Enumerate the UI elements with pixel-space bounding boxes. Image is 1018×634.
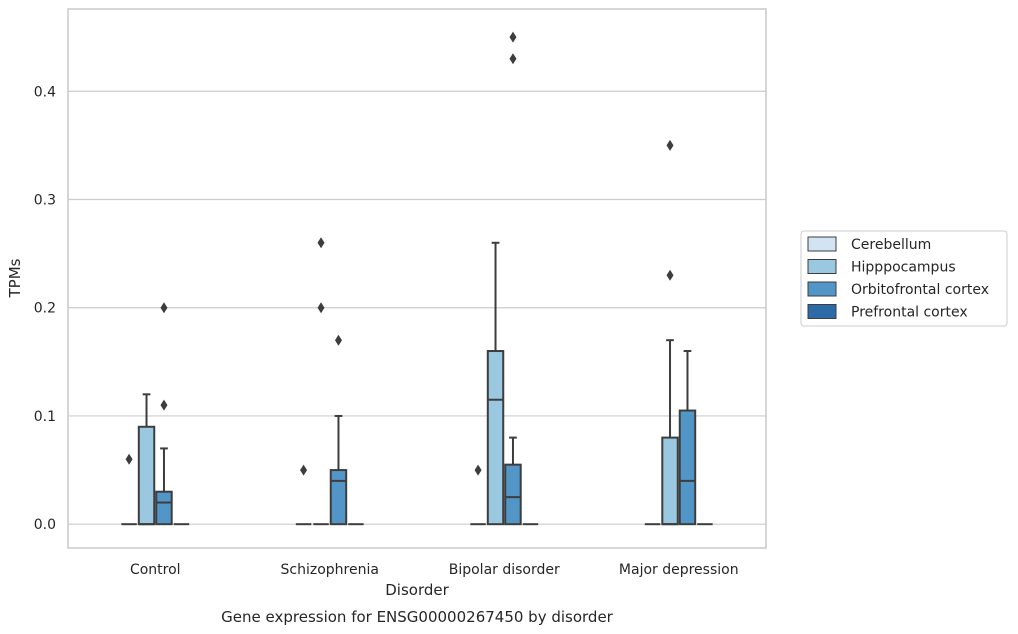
box-2-1 (329, 414, 348, 526)
x-tick-label: Schizophrenia (281, 562, 379, 578)
outlier-point (666, 139, 674, 151)
outlier-point (474, 464, 482, 476)
outliers-layer (125, 31, 674, 476)
legend-swatch (807, 236, 837, 252)
y-tick-label: 0.3 (34, 192, 56, 208)
box-body (137, 425, 156, 526)
box-body (504, 463, 522, 526)
box-2-3 (678, 350, 697, 526)
legend-frame (800, 230, 1008, 327)
box-1-3 (661, 339, 679, 526)
outlier-point (160, 399, 168, 411)
box-2-0 (155, 447, 173, 526)
box-body (486, 350, 505, 526)
legend-label: Cerebellum (851, 237, 931, 253)
legend-label: Hipppocampus (851, 260, 956, 276)
legend-label: Prefrontal cortex (851, 305, 968, 321)
outlier-point (317, 302, 325, 314)
box-2-2 (504, 436, 522, 526)
y-tick-label: 0.2 (34, 301, 56, 317)
plot-area-frame (67, 8, 767, 549)
y-tick-label: 0.4 (34, 84, 56, 100)
box-1-0 (137, 393, 156, 526)
box-body (678, 409, 697, 526)
x-tick-label: Major depression (619, 562, 739, 578)
y-axis-label: TPMs (6, 258, 24, 298)
outlier-point (300, 464, 308, 476)
legend-swatch (807, 304, 837, 319)
outlier-point (509, 31, 517, 43)
box-1-2 (486, 241, 505, 526)
box-body (661, 436, 679, 526)
y-tick-label: 0.0 (34, 517, 56, 533)
box-body (155, 490, 173, 526)
outlier-point (160, 302, 168, 314)
y-tick-labels: 0.0 0.1 0.2 0.3 0.4 (34, 84, 56, 533)
x-tick-label: Bipolar disorder (449, 562, 560, 578)
legend-swatch (807, 259, 837, 274)
outlier-point (666, 269, 674, 281)
outlier-point (334, 334, 342, 346)
legend: Cerebellum Hipppocampus Orbitofrontal cort… (800, 230, 1008, 327)
outlier-point (509, 53, 517, 65)
x-tick-label: Control (130, 562, 181, 578)
legend-swatch (807, 281, 837, 297)
x-axis-label: Disorder (385, 581, 449, 599)
x-tick-labels: Control Schizophrenia Bipolar disorder Majo… (130, 562, 739, 578)
box-body (329, 469, 348, 526)
chart-caption: Gene expression for ENSG00000267450 by d… (221, 608, 614, 626)
legend-label: Orbitofrontal cortex (851, 282, 989, 298)
outlier-point (317, 237, 325, 249)
y-tick-label: 0.1 (34, 409, 56, 425)
boxes-layer (121, 241, 713, 526)
outlier-point (125, 453, 133, 465)
